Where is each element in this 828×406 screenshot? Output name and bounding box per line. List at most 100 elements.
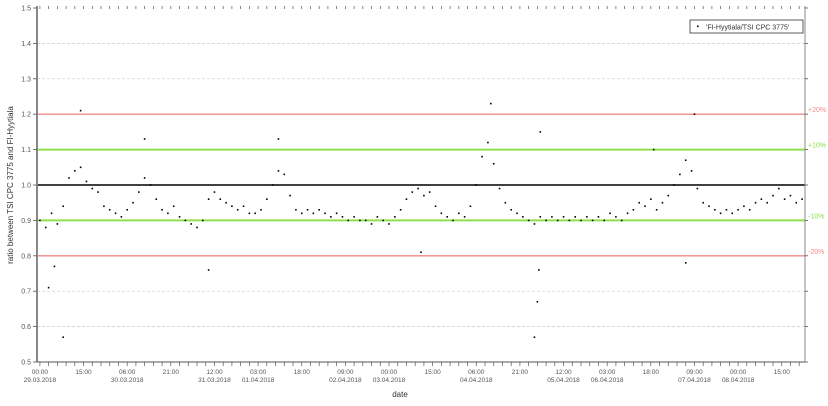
x-tick-label: 15:00 bbox=[424, 369, 441, 376]
data-point bbox=[469, 205, 472, 208]
data-point bbox=[103, 205, 105, 208]
data-point-outlier bbox=[62, 336, 64, 339]
x-tick-label: 09:00 bbox=[686, 369, 703, 376]
data-point bbox=[62, 205, 64, 208]
x-tick-label: 18:00 bbox=[294, 369, 311, 376]
x-tick-label: 09:00 bbox=[337, 369, 354, 376]
y-tick-label: 0.8 bbox=[21, 253, 31, 260]
x-tick-date-label: 07.04.2018 bbox=[678, 377, 711, 384]
y-tick-label: 1.4 bbox=[21, 41, 31, 48]
data-point bbox=[161, 208, 163, 211]
data-point bbox=[68, 177, 70, 179]
y-tick-label: 0.5 bbox=[21, 360, 31, 367]
x-tick-label: 12:00 bbox=[555, 369, 572, 376]
data-point bbox=[772, 194, 774, 197]
x-tick-date-label: 02.04.2018 bbox=[329, 377, 362, 384]
data-point bbox=[428, 191, 431, 193]
data-point bbox=[74, 170, 76, 172]
data-point bbox=[353, 216, 355, 218]
x-tick-label: 03:00 bbox=[599, 369, 616, 376]
data-point bbox=[510, 208, 512, 211]
data-point bbox=[714, 208, 716, 211]
data-point bbox=[655, 208, 658, 211]
data-point bbox=[190, 223, 192, 225]
data-point bbox=[615, 216, 617, 218]
data-point bbox=[586, 216, 588, 218]
data-point-outlier bbox=[538, 269, 540, 271]
axes: 0.50.60.70.80.91.01.11.21.31.41.500:0029… bbox=[21, 6, 808, 384]
data-point bbox=[440, 212, 443, 215]
data-point-outlier bbox=[684, 262, 687, 264]
x-tick-label: 03:00 bbox=[250, 369, 267, 376]
data-point bbox=[801, 198, 803, 200]
reference-line-label: +10% bbox=[808, 143, 826, 150]
data-point bbox=[556, 219, 559, 222]
data-point bbox=[143, 177, 146, 179]
data-point bbox=[394, 216, 396, 218]
reference-line-label: -10% bbox=[808, 213, 824, 220]
data-point bbox=[50, 212, 53, 215]
data-point bbox=[498, 187, 501, 190]
data-point bbox=[254, 212, 256, 215]
data-point bbox=[318, 208, 320, 211]
data-point bbox=[370, 223, 373, 225]
data-point-outlier bbox=[143, 138, 146, 140]
data-point bbox=[225, 201, 227, 204]
data-point bbox=[568, 219, 571, 222]
y-tick-label: 1.0 bbox=[21, 183, 31, 190]
data-point bbox=[638, 201, 640, 204]
data-point bbox=[231, 205, 233, 208]
data-point bbox=[289, 194, 291, 197]
legend-marker bbox=[697, 25, 699, 28]
data-point bbox=[673, 184, 675, 186]
data-point-outlier bbox=[79, 109, 82, 112]
data-point bbox=[766, 201, 768, 204]
data-point bbox=[475, 184, 478, 186]
data-point bbox=[795, 201, 798, 204]
data-point bbox=[778, 187, 780, 190]
data-point bbox=[650, 198, 652, 200]
data-point bbox=[306, 208, 309, 211]
data-point bbox=[545, 219, 547, 222]
data-point bbox=[213, 191, 216, 193]
reference-lines: +20% +10% -10% -20% bbox=[37, 107, 826, 257]
data-point bbox=[184, 219, 187, 222]
x-tick-label: 00:00 bbox=[381, 369, 398, 376]
data-point bbox=[458, 212, 460, 215]
data-point bbox=[609, 212, 611, 215]
data-point bbox=[504, 201, 507, 204]
data-point bbox=[56, 223, 59, 225]
data-point bbox=[446, 216, 448, 218]
x-tick-label: 15:00 bbox=[75, 369, 92, 376]
data-point-outlier bbox=[539, 131, 542, 133]
data-point-outlier bbox=[652, 148, 655, 151]
data-point bbox=[760, 198, 763, 200]
y-tick-label: 0.6 bbox=[21, 324, 31, 331]
data-point bbox=[312, 212, 315, 215]
x-tick-label: 18:00 bbox=[643, 369, 660, 376]
x-tick-label: 12:00 bbox=[206, 369, 223, 376]
data-point bbox=[743, 205, 745, 208]
data-point bbox=[85, 180, 88, 183]
data-point bbox=[330, 216, 332, 218]
data-point bbox=[376, 216, 379, 218]
data-point bbox=[242, 205, 245, 208]
data-point-outlier bbox=[533, 336, 536, 339]
data-point bbox=[97, 191, 99, 193]
data-point bbox=[702, 201, 704, 204]
data-point-outlier bbox=[53, 265, 56, 268]
x-axis-label: date bbox=[392, 390, 408, 399]
reference-line-label: +20% bbox=[808, 107, 826, 114]
x-tick-label: 21:00 bbox=[512, 369, 529, 376]
data-point bbox=[783, 198, 786, 200]
y-tick-label: 0.7 bbox=[21, 289, 31, 296]
data-point bbox=[748, 208, 751, 211]
data-point bbox=[114, 212, 117, 215]
data-point bbox=[108, 208, 111, 211]
data-point bbox=[632, 208, 635, 211]
data-point bbox=[725, 208, 728, 211]
data-point bbox=[516, 212, 518, 215]
data-point bbox=[382, 219, 384, 222]
data-point-outlier bbox=[536, 301, 539, 303]
x-tick-date-label: 30.03.2018 bbox=[111, 377, 144, 384]
